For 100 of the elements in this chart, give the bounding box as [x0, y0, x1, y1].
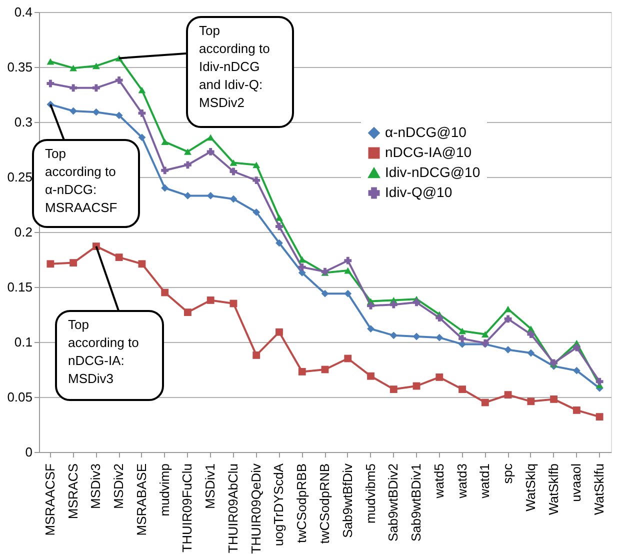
x-tick-label: twCSodpRNB: [317, 464, 332, 544]
y-tick-label: 0.3: [14, 114, 32, 130]
point: [184, 148, 192, 155]
x-tick-label: THUIR09FuClu: [180, 464, 195, 552]
point: [344, 256, 352, 264]
point: [230, 159, 238, 166]
point: [458, 328, 466, 334]
point: [252, 208, 260, 216]
legend-label: α-nDCG@10: [385, 124, 467, 140]
point: [206, 148, 214, 156]
point: [70, 259, 78, 267]
x-tick-label: Sab9wtBfDiv: [340, 463, 355, 538]
x-tick-label: MSDiv3: [88, 464, 104, 510]
point: [458, 334, 466, 342]
point: [572, 344, 580, 352]
point: [46, 80, 54, 88]
point: [412, 298, 420, 306]
point: [252, 351, 260, 359]
point: [138, 109, 146, 117]
point: [298, 256, 306, 263]
x-tick-label: MSDiv2: [111, 464, 126, 510]
point: [92, 84, 100, 92]
point: [572, 406, 580, 414]
point: [46, 260, 54, 268]
point: [344, 267, 352, 274]
point: [115, 112, 123, 120]
point: [436, 373, 444, 381]
point: [527, 398, 535, 406]
point: [92, 62, 100, 70]
annotation: Top according to Idiv-nDCG and Idiv-Q: MSDiv2: [199, 23, 270, 110]
x-tick-label: mudvimp: [156, 464, 172, 516]
point: [115, 254, 123, 262]
point: [390, 300, 398, 308]
point: [344, 290, 352, 298]
y-tick-label: 0.2: [14, 224, 32, 240]
point: [550, 395, 558, 403]
y-tick-label: 0.35: [7, 60, 32, 74]
point: [412, 332, 420, 340]
point: [184, 161, 192, 169]
x-tick-label: WatSklq: [522, 464, 538, 512]
x-tick-label: THUIR09AbClu: [225, 464, 240, 554]
x-tick-label: watd3: [454, 464, 470, 500]
point: [184, 192, 192, 200]
point: [504, 315, 512, 323]
point: [298, 368, 306, 376]
x-tick-label: Sab9wtBDiv1: [408, 464, 424, 542]
point: [321, 290, 329, 298]
point: [46, 58, 54, 65]
x-tick-label: THUIR09QeDiv: [248, 463, 264, 554]
x-tick-label: MSRAACSF: [42, 463, 58, 536]
point: [70, 107, 78, 115]
x-tick-label: mudvibm5: [362, 464, 378, 524]
point: [138, 260, 146, 268]
point: [298, 263, 306, 271]
x-tick-label: Sab9wtBDiv2: [386, 464, 401, 542]
point: [367, 302, 374, 310]
point: [572, 366, 580, 374]
point: [527, 349, 535, 357]
y-tick-label: 0.1: [14, 334, 32, 350]
x-tick-label: twCSodpRBB: [294, 464, 310, 543]
point: [206, 296, 214, 304]
x-tick-label: uogTrDYScdA: [271, 463, 286, 546]
point: [252, 162, 260, 168]
y-tick-label: 0: [25, 444, 32, 460]
x-tick-label: watd5: [431, 464, 446, 500]
annotation: Top according to nDCG-IA: MSDiv3: [68, 317, 139, 386]
x-tick-label: uvaaol: [568, 463, 584, 502]
point: [596, 378, 604, 386]
point: [138, 134, 146, 142]
point: [436, 334, 444, 342]
point: [527, 330, 535, 338]
point: [436, 314, 444, 322]
legend-label: Idiv-Q@10: [385, 184, 452, 200]
legend-label: Idiv-nDCG@10: [385, 164, 480, 180]
point: [504, 306, 512, 312]
point: [206, 192, 214, 200]
x-tick-label: spc: [500, 463, 516, 484]
point: [230, 168, 238, 176]
point: [206, 134, 214, 141]
point: [504, 391, 512, 399]
x-tick-label: MSDiv1: [202, 464, 218, 510]
annotation: Top according to α-nDCG: MSRAACSF: [45, 146, 118, 215]
point: [276, 214, 283, 221]
x-tick-label: WatSklfu: [592, 464, 607, 516]
y-tick-label: 0.05: [7, 390, 32, 404]
point: [276, 222, 283, 230]
y-tick-label: 0.25: [7, 170, 32, 184]
point: [70, 84, 78, 92]
point: [458, 386, 466, 394]
y-tick-label: 0.4: [14, 4, 32, 20]
point: [138, 86, 146, 94]
point: [70, 64, 78, 72]
point: [161, 138, 169, 146]
point: [481, 331, 489, 338]
y-tick-label: 0.15: [7, 280, 32, 294]
point: [161, 184, 169, 192]
point: [596, 413, 604, 421]
point: [184, 308, 192, 316]
point: [367, 325, 374, 333]
point: [367, 372, 374, 380]
